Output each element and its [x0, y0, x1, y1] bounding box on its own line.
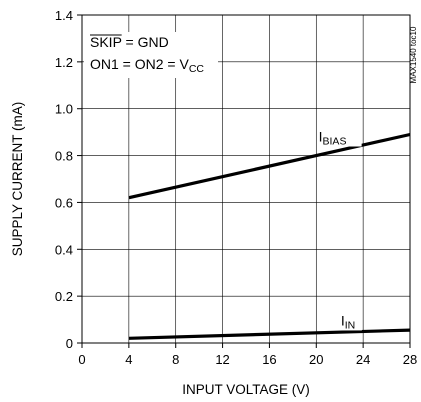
- y-axis-title: SUPPLY CURRENT (mA): [10, 102, 25, 257]
- y-tick-label: 0.2: [55, 289, 73, 304]
- annotation-skip-gnd: SKIP = GND: [90, 34, 169, 50]
- x-tick-label: 8: [172, 352, 179, 367]
- x-tick-label: 28: [403, 352, 417, 367]
- y-tick-label: 0: [66, 336, 73, 351]
- series-line-i_in: [128, 328, 411, 340]
- x-tick-label: 20: [309, 352, 323, 367]
- y-tick-label: 0.4: [55, 242, 73, 257]
- series-label-ibias: IBIAS: [319, 129, 347, 148]
- y-tick-label: 1.0: [55, 102, 73, 117]
- y-tick-label: 1.4: [55, 8, 73, 23]
- annotation-cc-subscript: CC: [189, 63, 205, 75]
- series-line-i_bias: [128, 132, 411, 200]
- plot-frame: [81, 14, 411, 344]
- annotation-on-vcc: ON1 = ON2 = VCC: [90, 56, 204, 75]
- iin-label-sub: IN: [345, 319, 356, 331]
- x-tick-label: 24: [356, 352, 370, 367]
- series-lines: [128, 132, 411, 340]
- x-tick-label: 16: [262, 352, 276, 367]
- y-tick-label: 0.8: [55, 149, 73, 164]
- y-tick-label: 0.6: [55, 195, 73, 210]
- x-tick-label: 12: [215, 352, 229, 367]
- annotation-on-text: ON1 = ON2 = V: [90, 56, 189, 72]
- x-tick-label: 0: [78, 352, 85, 367]
- annotation-background: [84, 32, 218, 78]
- x-tick-label: 4: [125, 352, 132, 367]
- annotation-skip-text: SKIP: [90, 34, 122, 50]
- figure-id: MAX1540 toc10: [409, 26, 418, 83]
- annotation-gnd-text: = GND: [122, 34, 169, 50]
- ibias-label-main: I: [319, 129, 323, 145]
- ibias-label-background: [317, 128, 362, 147]
- iin-label-background: [339, 312, 362, 331]
- axis-ticks: [77, 14, 411, 348]
- series-label-iin: IIN: [341, 312, 355, 331]
- iin-label-main: I: [341, 312, 345, 328]
- x-axis-title: INPUT VOLTAGE (V): [182, 382, 310, 397]
- tick-labels: 0 4 8 12 16 20 24 28 0 0.2 0.4 0.6 0.8 1.0 1.2 1.4: [55, 8, 417, 367]
- y-tick-label: 1.2: [55, 55, 73, 70]
- ibias-label-sub: BIAS: [323, 136, 347, 148]
